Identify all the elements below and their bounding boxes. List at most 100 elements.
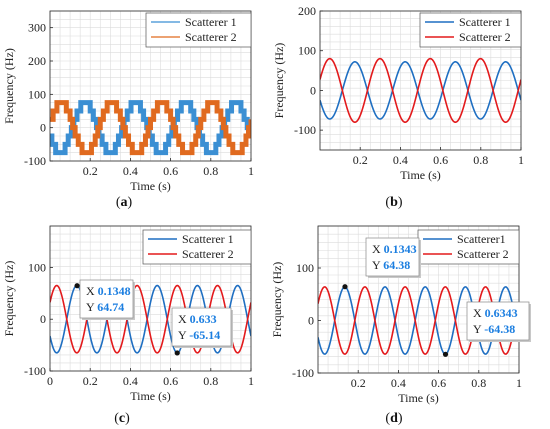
datatip-y-value: -65.14 — [189, 328, 220, 342]
y-tick-label: 0 — [40, 121, 46, 135]
datatip-y-text: Y 64.38 — [372, 258, 410, 272]
datatip-x-value: 0.6343 — [485, 306, 518, 320]
y-tick-label: -100 — [24, 154, 46, 168]
legend-label: Scatterer 1 — [459, 15, 511, 29]
datatip-x-text: X 0.633 — [178, 312, 217, 326]
panel-label: (b) — [385, 195, 402, 210]
y-tick-label: -100 — [24, 364, 46, 378]
legend-label: Scatterer 2 — [185, 30, 237, 44]
y-axis-label: Frequency (Hz) — [2, 48, 16, 124]
chart-panel-4: 0.2 0.4 0.6 0.8 1 -100 0 100 Time (s) Frequency (… — [270, 225, 531, 426]
series-group — [318, 286, 519, 355]
y-axis-label: Frequency (Hz) — [272, 43, 286, 119]
x-axis-label: Time (s) — [130, 179, 171, 193]
x-tick-label: 0.4 — [391, 376, 406, 390]
datatip: X 0.1343 Y 64.38 — [342, 237, 421, 290]
x-axis-label: Time (s) — [400, 168, 441, 182]
chart-panel-2: 0.2 0.4 0.6 0.8 1 -100 0 100 200 Time (s) Frequenc… — [272, 4, 524, 210]
datatip-x-text: X 0.6343 — [473, 306, 518, 320]
panel-label: (c) — [114, 411, 130, 426]
plot-frame — [319, 10, 522, 151]
datatip-y-value: -64.38 — [484, 322, 515, 336]
y-tick-label: 100 — [28, 87, 46, 101]
series-line-2 — [320, 57, 521, 123]
datatip-marker — [442, 351, 449, 357]
y-tick-label: 0 — [310, 83, 316, 97]
datatip-x-value: 0.1348 — [98, 284, 131, 298]
y-tick-label: -100 — [292, 366, 314, 380]
panel-label-letter: c — [119, 411, 125, 426]
y-axis-label: Frequency (Hz) — [270, 262, 284, 338]
panel-label-letter: b — [390, 195, 398, 210]
datatip-box — [466, 301, 530, 341]
x-tick-label: 0.4 — [123, 164, 138, 178]
x-tick-label: 0.8 — [203, 164, 218, 178]
x-axis-label: Time (s) — [130, 389, 171, 403]
datatip-y-text: Y -65.14 — [178, 328, 220, 342]
datatip: X 0.6343 Y -64.38 — [442, 301, 531, 357]
x-tick-label: 0.2 — [83, 374, 98, 388]
x-tick-label: 0.6 — [163, 374, 178, 388]
panel-label-open: ( — [114, 411, 119, 426]
panel-label-open: ( — [385, 411, 390, 426]
x-axis-label: Time (s) — [398, 391, 439, 405]
panel-label-open: ( — [116, 195, 121, 210]
datatip-y-value: 64.74 — [97, 300, 124, 314]
legend-label: Scatterer 2 — [182, 247, 234, 261]
legend-label: Scatterer 2 — [457, 247, 509, 261]
x-tick-label: 0 — [47, 374, 53, 388]
datatip-marker — [174, 350, 180, 356]
x-tick-label: 0.6 — [431, 376, 446, 390]
x-tick-label: 1 — [248, 164, 254, 178]
y-axis-label: Frequency (Hz) — [2, 261, 16, 337]
panel-label: (a) — [116, 195, 133, 210]
y-tick-label: 200 — [298, 4, 316, 18]
x-tick-label: 0.2 — [83, 164, 98, 178]
panel-label-close: ) — [398, 195, 403, 210]
x-tick-label: 0.6 — [433, 153, 448, 167]
y-tick-label: -100 — [294, 123, 316, 137]
y-tick-label: 200 — [28, 54, 46, 68]
datatip-y-text: Y -64.38 — [473, 322, 515, 336]
y-tick-label: 100 — [298, 44, 316, 58]
series-group — [50, 100, 251, 156]
datatip-x-text: X 0.1348 — [86, 284, 131, 298]
y-tick-label: 300 — [28, 21, 46, 35]
legend-label: Scatterer 2 — [459, 30, 511, 44]
series-line-1 — [318, 286, 519, 355]
x-tick-label: 0.8 — [203, 374, 218, 388]
series-line-1 — [320, 61, 521, 120]
legend-label: Scatterer 1 — [185, 15, 237, 29]
panel-label-open: ( — [385, 195, 390, 210]
datatip-y-value: 64.38 — [383, 258, 410, 272]
x-tick-label: 1 — [248, 374, 254, 388]
datatip-y-text: Y 64.74 — [86, 300, 124, 314]
datatip-x-text: X 0.1343 — [372, 242, 417, 256]
x-tick-label: 0.6 — [163, 164, 178, 178]
panel-label: (d) — [385, 411, 402, 426]
x-tick-label: 0.2 — [351, 376, 366, 390]
series-line-2 — [318, 286, 519, 355]
panel-label-close: ) — [125, 411, 130, 426]
y-tick-label: 100 — [28, 260, 46, 274]
x-tick-label: 1 — [518, 153, 524, 167]
legend-label: Scatterer 1 — [182, 232, 234, 246]
y-tick-label: 100 — [296, 261, 314, 275]
datatip: X 0.1348 Y 64.74 — [74, 279, 135, 320]
datatip-box — [79, 279, 134, 319]
datatip: X 0.633 Y -65.14 — [171, 307, 233, 356]
legend-box — [142, 229, 252, 265]
panel-label-letter: a — [121, 195, 128, 210]
x-tick-label: 0.4 — [123, 374, 138, 388]
x-tick-label: 0.4 — [393, 153, 408, 167]
panel-label-close: ) — [128, 195, 133, 210]
y-tick-label: 0 — [308, 314, 314, 328]
x-tick-label: 1 — [516, 376, 522, 390]
panel-label-letter: d — [390, 411, 398, 426]
datatip-marker — [342, 284, 348, 290]
